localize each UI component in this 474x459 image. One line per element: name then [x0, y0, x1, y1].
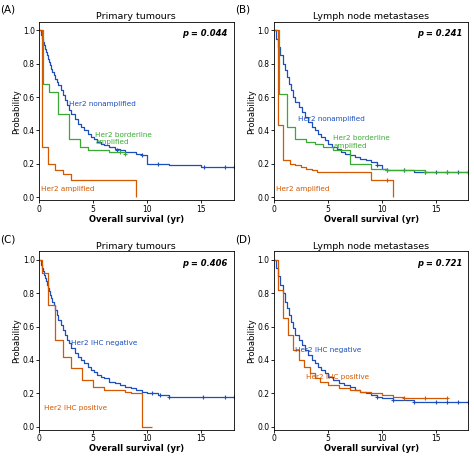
Y-axis label: Probability: Probability	[247, 318, 256, 363]
Title: Lymph node metastases: Lymph node metastases	[313, 242, 429, 251]
Text: Her2 IHC negative: Her2 IHC negative	[295, 347, 362, 353]
Title: Lymph node metastases: Lymph node metastases	[313, 12, 429, 21]
X-axis label: Overall survival (yr): Overall survival (yr)	[324, 444, 419, 453]
Y-axis label: Probability: Probability	[12, 89, 21, 134]
Text: p = 0.721: p = 0.721	[417, 258, 463, 268]
Text: (A): (A)	[0, 5, 15, 15]
Text: Her2 nonamplified: Her2 nonamplified	[69, 101, 136, 106]
X-axis label: Overall survival (yr): Overall survival (yr)	[89, 215, 184, 224]
Text: Her2 borderline
amplified: Her2 borderline amplified	[95, 132, 152, 146]
Y-axis label: Probability: Probability	[247, 89, 256, 134]
Text: Her2 amplified: Her2 amplified	[41, 186, 95, 192]
X-axis label: Overall survival (yr): Overall survival (yr)	[324, 215, 419, 224]
Text: (D): (D)	[235, 235, 251, 244]
Title: Primary tumours: Primary tumours	[96, 12, 176, 21]
Text: Her2 amplified: Her2 amplified	[276, 186, 329, 192]
Text: Her2 IHC negative: Her2 IHC negative	[72, 340, 138, 346]
Text: (B): (B)	[235, 5, 250, 15]
Text: Her2 IHC positive: Her2 IHC positive	[45, 405, 108, 411]
Text: p = 0.406: p = 0.406	[182, 258, 228, 268]
Title: Primary tumours: Primary tumours	[96, 242, 176, 251]
Text: p = 0.241: p = 0.241	[417, 29, 463, 38]
X-axis label: Overall survival (yr): Overall survival (yr)	[89, 444, 184, 453]
Text: Her2 borderline
amplified: Her2 borderline amplified	[333, 135, 390, 149]
Text: Her2 IHC positive: Her2 IHC positive	[306, 374, 369, 380]
Text: (C): (C)	[0, 235, 16, 244]
Text: p = 0.044: p = 0.044	[182, 29, 228, 38]
Text: Her2 nonamplified: Her2 nonamplified	[298, 116, 365, 122]
Y-axis label: Probability: Probability	[12, 318, 21, 363]
